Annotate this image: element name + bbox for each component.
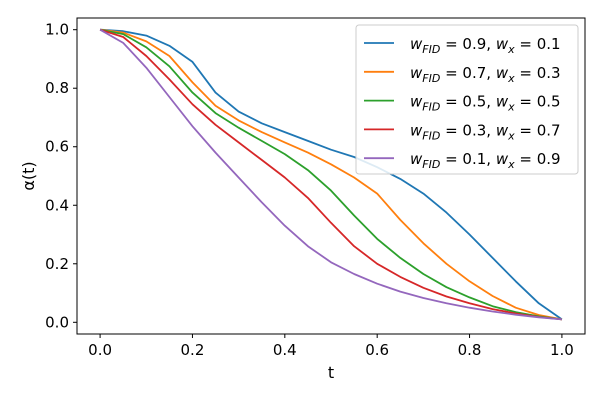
- legend-label-part: x: [507, 101, 515, 114]
- y-tick-label: 0.4: [45, 196, 69, 214]
- legend-label-part: FID: [422, 43, 440, 56]
- legend-label-part: = 0.5: [515, 93, 561, 111]
- legend-label-3: wFID = 0.5, wx = 0.5: [410, 93, 561, 114]
- legend-label-part: w: [410, 150, 423, 168]
- legend-label-4: wFID = 0.3, wx = 0.7: [410, 121, 561, 142]
- legend-label-part: = 0.9: [515, 150, 561, 168]
- legend-label-part: w: [496, 93, 509, 111]
- legend-label-5: wFID = 0.1, wx = 0.9: [410, 150, 561, 171]
- x-tick-label: 0.6: [365, 341, 389, 359]
- legend-label-part: = 0.3,: [440, 121, 496, 139]
- y-axis: 0.0 0.2 0.4 0.6 0.8 1.0: [45, 21, 77, 331]
- x-tick-label: 0.4: [273, 341, 297, 359]
- series-line-1: [100, 28, 563, 321]
- legend-label-1: wFID = 0.9, wx = 0.1: [410, 35, 561, 56]
- legend-label-part: w: [410, 64, 423, 82]
- series-line-4: [99, 28, 562, 321]
- series-layer: [99, 28, 563, 321]
- y-tick-label: 0.6: [45, 138, 69, 156]
- legend-label-part: w: [496, 35, 509, 53]
- legend-label-part: FID: [422, 129, 440, 142]
- series-line-3: [99, 28, 563, 321]
- y-tick-label: 0.8: [45, 79, 69, 97]
- legend-label-part: x: [507, 129, 515, 142]
- legend-label-part: w: [410, 121, 423, 139]
- legend-label-part: = 0.5,: [440, 93, 496, 111]
- legend-label-part: = 0.7,: [440, 64, 496, 82]
- legend-label-part: = 0.3: [515, 64, 561, 82]
- plot-frame: [76, 17, 586, 335]
- legend-label-part: x: [507, 43, 515, 56]
- series-line-5: [99, 28, 562, 321]
- legend-label-part: w: [410, 93, 423, 111]
- y-axis-label: α(t): [19, 161, 38, 190]
- x-tick-label: 0.0: [88, 341, 112, 359]
- legend-label-part: x: [507, 72, 515, 85]
- legend-box: [355, 24, 579, 175]
- x-axis-label: t: [328, 363, 334, 382]
- legend-label-part: = 0.1,: [440, 150, 496, 168]
- legend-label-part: x: [507, 158, 515, 171]
- legend-label-part: w: [496, 150, 509, 168]
- legend-label-2: wFID = 0.7, wx = 0.3: [410, 64, 561, 85]
- x-axis: 0.0 0.2 0.4 0.6 0.8 1.0: [88, 334, 574, 359]
- legend-label-part: = 0.1: [515, 35, 561, 53]
- legend-label-part: w: [410, 35, 423, 53]
- x-tick-label: 0.2: [181, 341, 205, 359]
- y-tick-label: 0.0: [45, 313, 69, 331]
- y-tick-label: 1.0: [45, 21, 69, 39]
- y-tick-label: 0.2: [45, 255, 69, 273]
- x-tick-label: 1.0: [550, 341, 574, 359]
- legend-label-part: FID: [422, 158, 440, 171]
- legend-label-part: w: [496, 121, 509, 139]
- legend-label-part: w: [496, 64, 509, 82]
- legend-label-part: FID: [422, 101, 440, 114]
- legend-label-part: FID: [422, 72, 440, 85]
- legend-label-part: = 0.7: [515, 121, 561, 139]
- series-line-2: [99, 28, 563, 321]
- x-tick-label: 0.8: [458, 341, 482, 359]
- legend-label-part: = 0.9,: [440, 35, 496, 53]
